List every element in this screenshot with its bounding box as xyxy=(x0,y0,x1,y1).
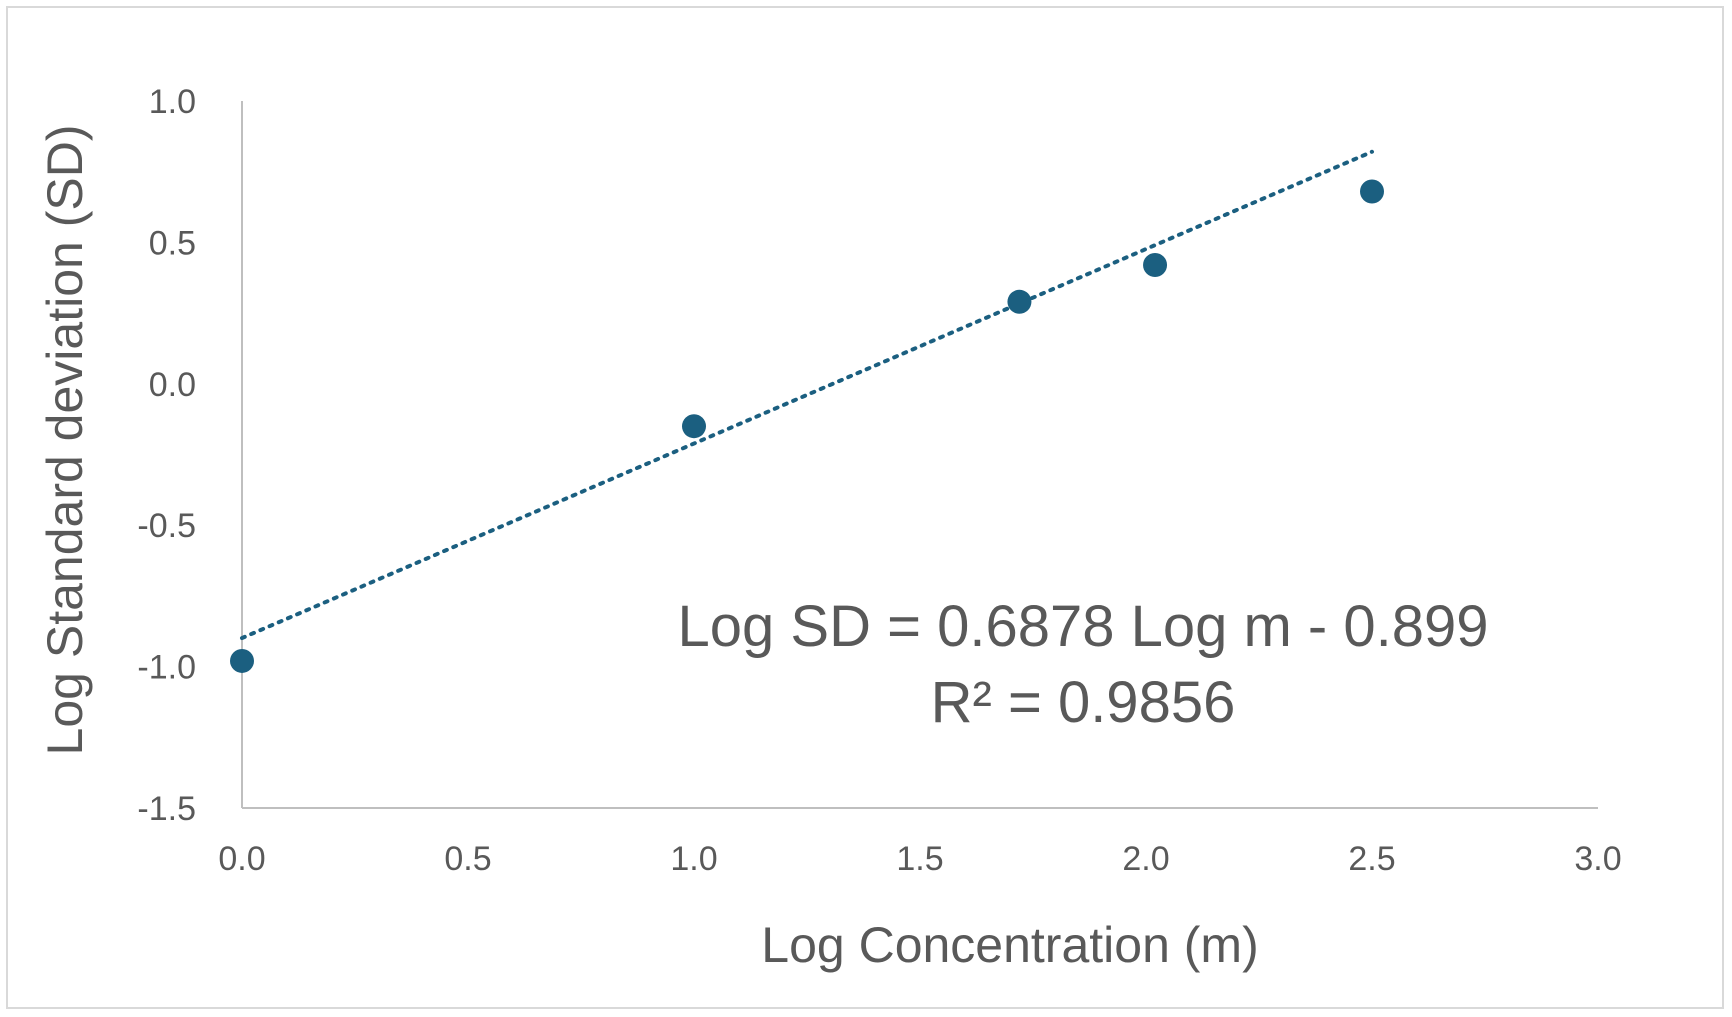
r-squared-label: R² = 0.9856 xyxy=(931,670,1236,735)
data-point xyxy=(1007,289,1032,314)
x-tick-label: 3.0 xyxy=(1574,840,1621,878)
y-tick-label: 1.0 xyxy=(149,83,196,121)
trendline xyxy=(240,149,1374,641)
y-tick-label: -0.5 xyxy=(137,507,196,545)
x-tick-label: 0.0 xyxy=(218,840,265,878)
y-tick-label: 0.0 xyxy=(149,366,196,404)
x-tick-label: 2.0 xyxy=(1122,840,1169,878)
data-point xyxy=(1360,179,1384,204)
y-tick-label: -1.5 xyxy=(137,790,196,828)
x-tick-label: 1.5 xyxy=(896,840,943,878)
x-tick-label: 2.5 xyxy=(1348,840,1395,878)
x-tick-label: 1.0 xyxy=(670,840,717,878)
y-tick-label: 0.5 xyxy=(149,224,196,262)
data-point xyxy=(682,414,706,439)
y-tick-label: -1.0 xyxy=(137,649,196,687)
axes xyxy=(241,101,1598,809)
chart-frame xyxy=(6,6,1724,1009)
trendline-equation: Log SD = 0.6878 Log m - 0.899 xyxy=(678,594,1489,659)
x-tick-labels: 0.0 0.5 1.0 1.5 2.0 2.5 3.0 xyxy=(218,840,1621,878)
y-axis-title: Log Standard deviation (SD) xyxy=(37,125,93,756)
data-point xyxy=(1143,253,1168,278)
data-points xyxy=(230,179,1384,673)
x-tick-label: 0.5 xyxy=(444,840,491,878)
y-tick-labels: 1.0 0.5 0.0 -0.5 -1.0 -1.5 xyxy=(137,83,196,828)
data-point xyxy=(230,648,254,673)
x-axis-title: Log Concentration (m) xyxy=(761,917,1258,973)
